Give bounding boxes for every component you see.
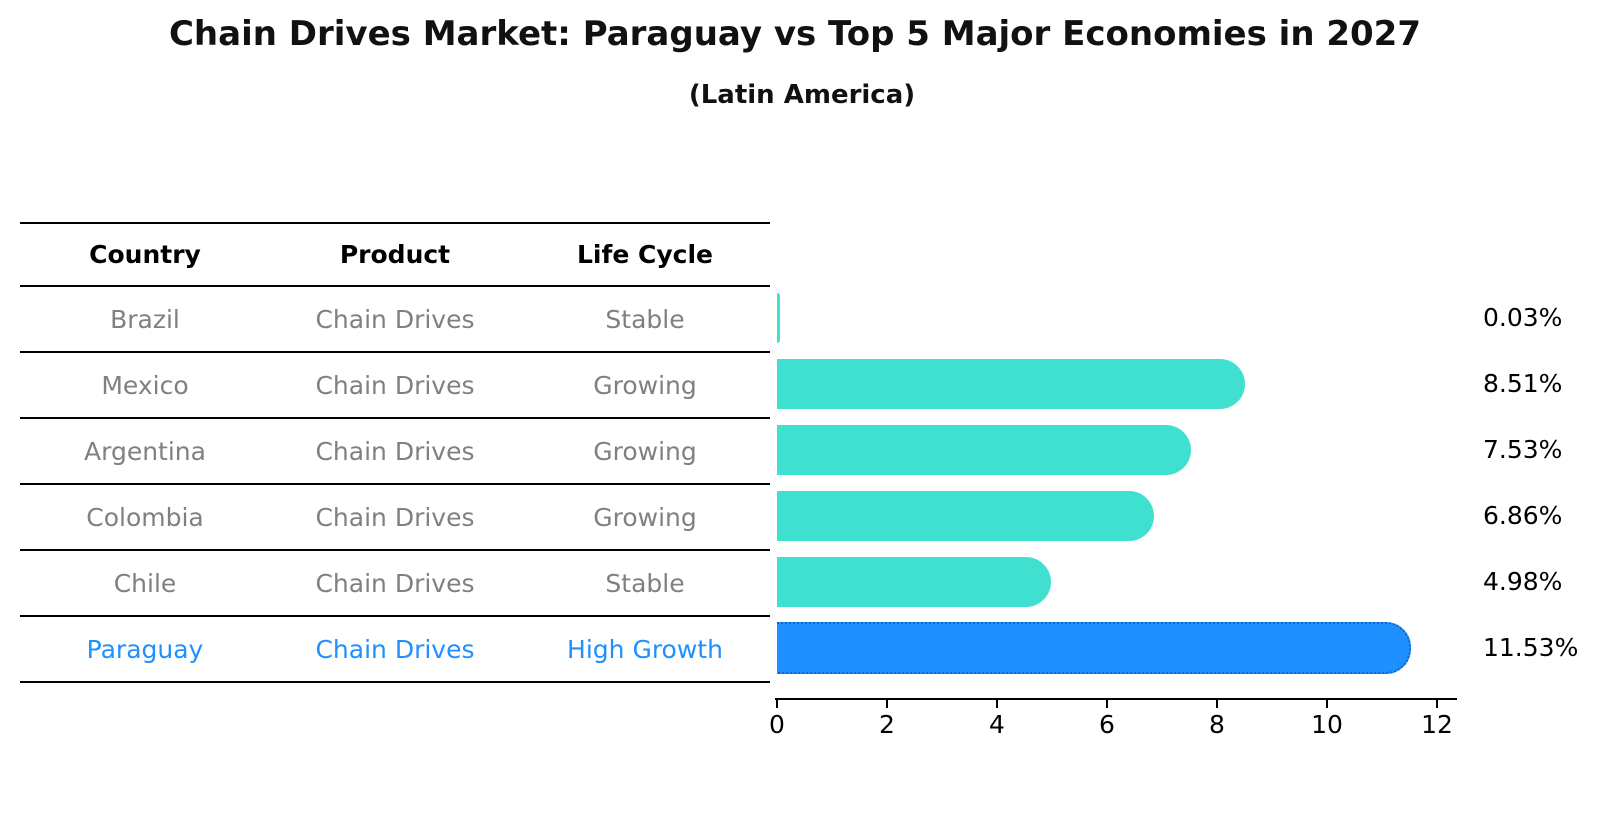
bar-chile: [777, 557, 1051, 607]
table-cell-life-cycle: Stable: [605, 304, 685, 334]
country-table: Country Product Life Cycle Brazil Chain D…: [20, 222, 770, 683]
table-row-mexico: Mexico Chain Drives Growing: [20, 353, 770, 419]
bar-brazil: [777, 293, 780, 343]
value-label-colombia: 6.86%: [1483, 501, 1563, 530]
x-axis: 0 2 4 6 8 10 12: [769, 698, 1457, 739]
bar-row: [777, 615, 1457, 681]
bar-row: [777, 549, 1457, 615]
table-cell-life-cycle: Stable: [605, 568, 685, 598]
table-cell-product: Chain Drives: [315, 436, 475, 466]
table-header-product: Product: [339, 240, 451, 269]
value-label-chile: 4.98%: [1483, 567, 1563, 596]
table-header-life-cycle: Life Cycle: [576, 240, 714, 269]
table-cell-life-cycle: Growing: [593, 370, 697, 400]
axis-tick-mark: [776, 700, 778, 708]
bar-argentina: [777, 425, 1192, 475]
page-subtitle: (Latin America): [688, 80, 916, 110]
axis-tick-mark: [886, 700, 888, 708]
axis-tick-label: 10: [1311, 710, 1343, 739]
value-label-brazil: 0.03%: [1483, 303, 1563, 332]
axis-tick-mark: [1436, 700, 1438, 708]
table-cell-life-cycle: High Growth: [567, 634, 723, 664]
table-cell-country: Mexico: [101, 370, 189, 400]
bar-mexico: [777, 359, 1246, 409]
bar-row: [777, 483, 1457, 549]
table-cell-country: Paraguay: [86, 634, 204, 664]
value-labels: 0.03% 8.51% 7.53% 6.86% 4.98% 11.53%: [1483, 285, 1603, 681]
bar-colombia: [777, 491, 1155, 541]
table-row-chile: Chile Chain Drives Stable: [20, 551, 770, 617]
table-cell-product: Chain Drives: [315, 370, 475, 400]
table-header-country: Country: [89, 240, 201, 269]
table-cell-product: Chain Drives: [315, 304, 475, 334]
table-row-colombia: Colombia Chain Drives Growing: [20, 485, 770, 551]
axis-tick-label: 8: [1209, 710, 1225, 739]
bar-row: [777, 417, 1457, 483]
bar-paraguay: [777, 622, 1412, 674]
table-cell-product: Chain Drives: [315, 502, 475, 532]
axis-tick-mark: [1216, 700, 1218, 708]
table-row-brazil: Brazil Chain Drives Stable: [20, 287, 770, 353]
table-cell-country: Colombia: [86, 502, 204, 532]
table-cell-product: Chain Drives: [315, 568, 475, 598]
table-cell-product: Chain Drives: [315, 634, 475, 664]
table-cell-country: Argentina: [84, 436, 206, 466]
bar-row: [777, 285, 1457, 351]
bar-row: [777, 351, 1457, 417]
table-body: Brazil Chain Drives Stable Mexico Chain Driv…: [20, 287, 770, 683]
table-cell-country: Chile: [113, 568, 177, 598]
table-cell-life-cycle: Growing: [593, 502, 697, 532]
table-header-row: Country Product Life Cycle: [20, 224, 770, 287]
table-row-argentina: Argentina Chain Drives Growing: [20, 419, 770, 485]
axis-tick-label: 0: [769, 710, 785, 739]
value-label-paraguay: 11.53%: [1483, 633, 1579, 662]
axis-tick-label: 4: [989, 710, 1005, 739]
table-cell-country: Brazil: [110, 304, 180, 334]
axis-tick-mark: [1106, 700, 1108, 708]
axis-tick-label: 6: [1099, 710, 1115, 739]
table-row-paraguay: Paraguay Chain Drives High Growth: [20, 617, 770, 683]
page-title: Chain Drives Market: Paraguay vs Top 5 M…: [168, 14, 1421, 54]
value-label-argentina: 7.53%: [1483, 435, 1563, 464]
axis-tick-label: 12: [1421, 710, 1453, 739]
axis-tick-label: 2: [879, 710, 895, 739]
axis-tick-mark: [1326, 700, 1328, 708]
value-label-mexico: 8.51%: [1483, 369, 1563, 398]
axis-tick-mark: [996, 700, 998, 708]
table-cell-life-cycle: Growing: [593, 436, 697, 466]
bar-chart: [777, 285, 1457, 681]
